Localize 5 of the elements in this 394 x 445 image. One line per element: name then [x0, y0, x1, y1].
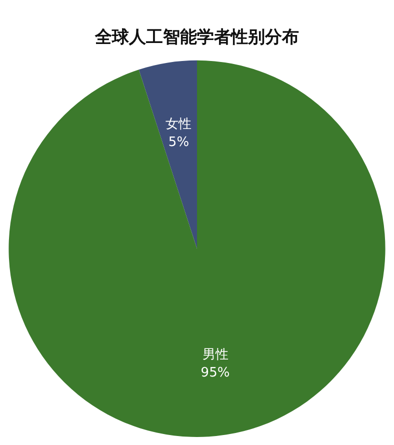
slice-label: 女性 [166, 116, 192, 132]
slice-label: 男性 [202, 347, 228, 362]
data-label: 95% [200, 365, 230, 380]
chart-title: 全球人工智能学者性别分布 [94, 28, 299, 48]
data-label: 5% [168, 134, 190, 150]
